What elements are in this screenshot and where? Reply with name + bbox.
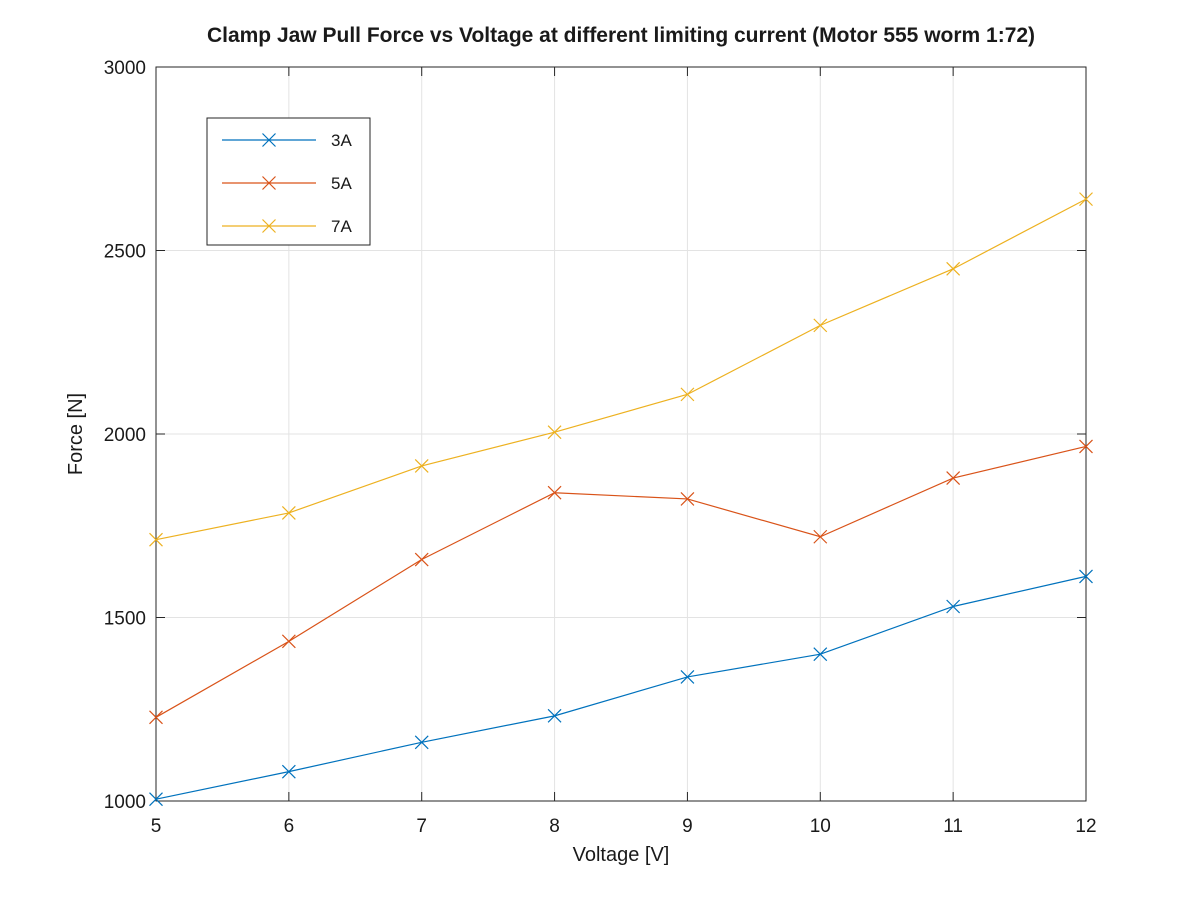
data-point — [946, 599, 961, 614]
data-point — [149, 532, 163, 547]
legend-box — [206, 117, 371, 246]
chart-title: Clamp Jaw Pull Force vs Voltage at diffe… — [207, 24, 1035, 47]
y-tick-label: 1000 — [104, 792, 146, 813]
legend-entry: 7A — [222, 217, 352, 236]
data-point — [946, 471, 961, 485]
x-tick-label: 5 — [151, 816, 162, 837]
data-point — [813, 529, 828, 544]
legend: 3A 5A 7A — [206, 117, 371, 246]
data-point — [680, 670, 695, 684]
data-point — [1079, 192, 1093, 207]
data-point — [414, 459, 429, 473]
data-point — [547, 708, 562, 723]
x-tick-label: 9 — [682, 816, 693, 837]
series-line — [155, 198, 1087, 541]
x-tick-label: 7 — [416, 816, 427, 837]
series-line — [155, 575, 1087, 800]
data-point — [946, 261, 961, 276]
y-axis-label: Force [N] — [65, 393, 87, 475]
legend-label: 5A — [331, 174, 352, 193]
legend-label: 3A — [331, 131, 352, 150]
data-point — [1079, 439, 1093, 454]
y-tick-label: 2000 — [104, 425, 146, 446]
series-line — [155, 445, 1087, 718]
axis-ticks: 5 6 7 8 9 10 11 12 1000 1500 2000 2500 3000 — [104, 58, 1097, 837]
series-3A — [149, 569, 1093, 807]
legend-label: 7A — [331, 217, 352, 236]
series-7A — [149, 192, 1093, 547]
legend-entry: 5A — [222, 174, 352, 193]
x-tick-label: 8 — [549, 816, 560, 837]
data-point — [149, 710, 163, 725]
x-tick-label: 11 — [943, 816, 963, 837]
data-point — [813, 647, 828, 662]
y-tick-label: 3000 — [104, 58, 146, 79]
data-point — [281, 634, 296, 649]
data-point — [281, 764, 296, 779]
data-point — [281, 505, 296, 520]
data-point — [547, 425, 562, 440]
x-tick-label: 6 — [284, 816, 295, 837]
data-point — [680, 387, 695, 402]
data-point — [680, 492, 695, 506]
data-point — [149, 792, 163, 807]
legend-marker — [262, 176, 276, 190]
legend-marker — [262, 219, 276, 233]
data-point — [813, 318, 828, 333]
x-tick-label: 12 — [1075, 816, 1096, 837]
y-tick-label: 2500 — [104, 242, 146, 263]
data-point — [414, 552, 429, 567]
legend-marker — [262, 133, 276, 147]
x-axis-label: Voltage [V] — [573, 844, 670, 866]
x-tick-label: 10 — [810, 816, 831, 837]
series-5A — [149, 439, 1093, 725]
legend-entry: 3A — [222, 131, 352, 150]
y-tick-label: 1500 — [104, 609, 146, 630]
data-point — [1079, 569, 1093, 584]
series-layer — [149, 192, 1093, 807]
data-point — [547, 485, 562, 500]
data-point — [414, 735, 429, 750]
